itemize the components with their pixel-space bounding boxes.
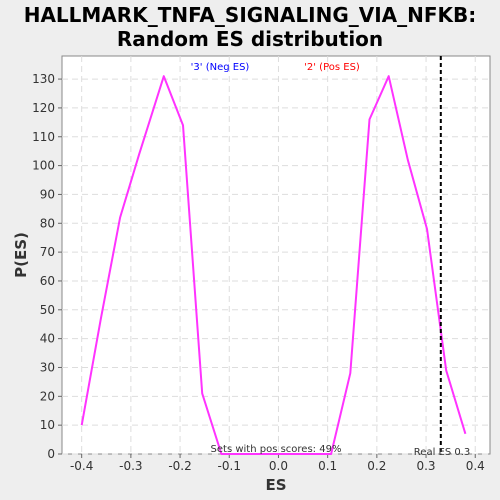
- axis-ticks: -0.4 -0.3 -0.2 -0.1 0.0 0.1 0.2 0.3 0.4 0 10 20 30 40…: [32, 72, 485, 473]
- y-tick-label: 10: [40, 418, 55, 432]
- es-distribution-line: [80, 75, 467, 455]
- x-tick-label: 0.1: [318, 459, 337, 473]
- y-tick-label: 50: [40, 303, 55, 317]
- chart-title: HALLMARK_TNFA_SIGNALING_VIA_NFKB:: [24, 3, 477, 27]
- neg-es-label: '3' (Neg ES): [191, 62, 250, 73]
- series-layer: [80, 75, 467, 455]
- x-axis-label: ES: [265, 476, 286, 494]
- x-tick-label: -0.3: [119, 459, 142, 473]
- x-tick-label: -0.4: [70, 459, 93, 473]
- y-tick-label: 70: [40, 245, 55, 259]
- pos-scores-annotation: Sets with pos scores: 49%: [211, 444, 342, 455]
- y-tick-label: 100: [32, 159, 55, 173]
- y-tick-label: 40: [40, 332, 55, 346]
- y-tick-label: 130: [32, 72, 55, 86]
- y-tick-label: 120: [32, 101, 55, 115]
- pos-es-label: '2' (Pos ES): [304, 62, 360, 73]
- y-tick-label: 80: [40, 216, 55, 230]
- chart-subtitle: Random ES distribution: [117, 27, 383, 51]
- y-axis-label: P(ES): [12, 232, 30, 278]
- annotations: '3' (Neg ES) '2' (Pos ES) Sets with pos …: [191, 56, 470, 458]
- y-tick-label: 20: [40, 389, 55, 403]
- x-tick-label: 0.4: [466, 459, 485, 473]
- y-tick-label: 30: [40, 360, 55, 374]
- x-tick-label: -0.1: [218, 459, 241, 473]
- plot-area: [61, 55, 491, 455]
- x-tick-label: -0.2: [168, 459, 191, 473]
- y-tick-label: 90: [40, 187, 55, 201]
- y-tick-label: 110: [32, 130, 55, 144]
- x-tick-label: 0.2: [367, 459, 386, 473]
- grid: [62, 56, 490, 455]
- real-es-annotation: Real ES 0.3: [414, 447, 470, 458]
- y-tick-label: 60: [40, 274, 55, 288]
- y-tick-label: 0: [47, 447, 55, 461]
- x-tick-label: 0.3: [416, 459, 435, 473]
- x-tick-label: 0.0: [269, 459, 288, 473]
